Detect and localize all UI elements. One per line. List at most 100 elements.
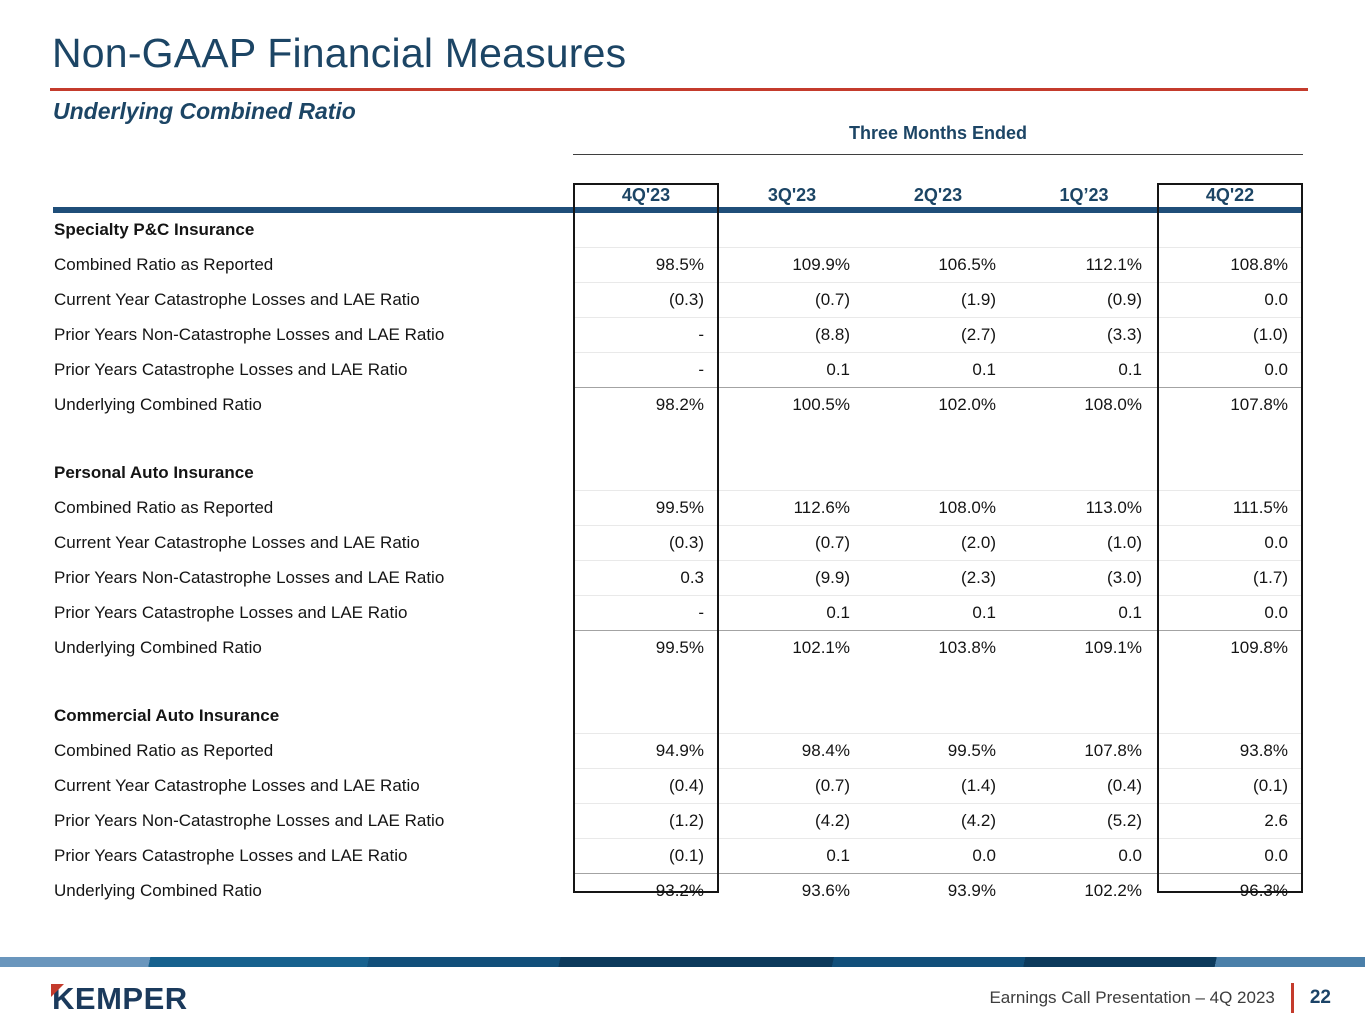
value-cell: 111.5% [1157, 491, 1303, 526]
section-spacer-cell [865, 665, 1011, 699]
value-cell: 0.0 [1157, 526, 1303, 561]
value-cell: 0.1 [865, 596, 1011, 631]
value-cell: (3.3) [1011, 318, 1157, 353]
footer-caption: Earnings Call Presentation – 4Q 2023 [989, 988, 1275, 1007]
row-label: Current Year Catastrophe Losses and LAE … [54, 290, 420, 309]
value-cell: - [573, 596, 719, 631]
total-row-label: Underlying Combined Ratio [54, 881, 262, 900]
value-cell: (2.7) [865, 318, 1011, 353]
value-cell: 100.5% [792, 395, 850, 414]
section-empty-cell [573, 456, 719, 491]
value-cell: 98.5% [573, 248, 719, 283]
value-cell: (4.2) [719, 804, 865, 839]
row-label: Current Year Catastrophe Losses and LAE … [54, 533, 420, 552]
footer-right-group: Earnings Call Presentation – 4Q 2023 22 [989, 982, 1331, 1014]
period-header-rule [573, 154, 1303, 155]
section-empty-cell [1011, 456, 1157, 491]
section-spacer-cell [1011, 665, 1157, 699]
value-cell: 99.5% [655, 638, 704, 657]
value-cell: (2.3) [865, 561, 1011, 596]
column-header: 1Q’23 [1059, 184, 1109, 205]
section-spacer-cell [1011, 422, 1157, 456]
section-spacer-cell [865, 422, 1011, 456]
value-cell: (5.2) [1011, 804, 1157, 839]
value-cell: (9.9) [719, 561, 865, 596]
footer-accent-bar [0, 957, 1365, 967]
title-underline-rule [50, 88, 1308, 91]
value-cell: 109.8% [1230, 638, 1288, 657]
value-cell: 98.4% [719, 734, 865, 769]
kemper-logo: KEMPER [51, 981, 188, 1017]
value-cell: 93.8% [1157, 734, 1303, 769]
value-cell: 112.6% [719, 491, 865, 526]
section-empty-cell [573, 699, 719, 734]
value-cell: (1.7) [1157, 561, 1303, 596]
section-spacer-label [53, 422, 573, 456]
section-empty-cell [1157, 213, 1303, 248]
value-cell: (0.7) [719, 769, 865, 804]
section-empty-cell [1011, 213, 1157, 248]
page-title: Non-GAAP Financial Measures [52, 30, 627, 76]
value-cell: 0.0 [865, 839, 1011, 874]
slide-subtitle: Underlying Combined Ratio [53, 98, 356, 124]
row-label: Current Year Catastrophe Losses and LAE … [54, 776, 420, 795]
page-number: 22 [1309, 987, 1331, 1008]
column-header: 3Q'23 [767, 184, 817, 205]
value-cell: (0.9) [1011, 283, 1157, 318]
value-cell: 108.8% [1157, 248, 1303, 283]
value-cell: 0.0 [1157, 353, 1303, 388]
section-spacer-cell [1157, 665, 1303, 699]
value-cell: 109.9% [719, 248, 865, 283]
section-empty-cell [573, 213, 719, 248]
section-spacer-cell [719, 422, 865, 456]
value-cell: 0.1 [1011, 353, 1157, 388]
value-cell: (4.2) [865, 804, 1011, 839]
section-empty-cell [1157, 456, 1303, 491]
value-cell: 108.0% [1084, 395, 1142, 414]
value-cell: (2.0) [865, 526, 1011, 561]
value-cell: (0.4) [573, 769, 719, 804]
value-cell: 102.1% [792, 638, 850, 657]
value-cell: (1.2) [573, 804, 719, 839]
value-cell: 0.0 [1157, 839, 1303, 874]
row-label: Combined Ratio as Reported [54, 255, 274, 274]
section-empty-cell [865, 456, 1011, 491]
column-header: 4Q'22 [1205, 184, 1255, 205]
value-cell: (0.7) [719, 283, 865, 318]
value-cell: 102.0% [938, 395, 996, 414]
value-cell: (0.1) [1157, 769, 1303, 804]
section-empty-cell [865, 213, 1011, 248]
section-spacer-cell [1157, 422, 1303, 456]
value-cell: (0.3) [573, 526, 719, 561]
value-cell: 106.5% [865, 248, 1011, 283]
value-cell: 0.1 [719, 596, 865, 631]
section-title: Commercial Auto Insurance [54, 706, 280, 725]
column-header: 2Q'23 [913, 184, 963, 205]
value-cell: 109.1% [1084, 638, 1142, 657]
row-label: Prior Years Catastrophe Losses and LAE R… [54, 360, 408, 379]
row-label: Prior Years Non-Catastrophe Losses and L… [54, 811, 445, 830]
value-cell: - [573, 353, 719, 388]
section-empty-cell [719, 213, 865, 248]
value-cell: - [573, 318, 719, 353]
row-label: Prior Years Non-Catastrophe Losses and L… [54, 325, 445, 344]
section-empty-cell [719, 456, 865, 491]
underlying-combined-ratio-table: 4Q'23 3Q'23 2Q'23 1Q’23 4Q'22 Specialty P&C I… [53, 183, 1303, 900]
value-cell: 93.2% [655, 881, 704, 900]
value-cell: (0.4) [1011, 769, 1157, 804]
value-cell: 99.5% [865, 734, 1011, 769]
value-cell: 0.0 [1011, 839, 1157, 874]
value-cell: 0.0 [1157, 283, 1303, 318]
value-cell: 108.0% [865, 491, 1011, 526]
value-cell: 0.1 [719, 839, 865, 874]
section-spacer-cell [719, 665, 865, 699]
value-cell: 0.3 [573, 561, 719, 596]
section-empty-cell [1157, 699, 1303, 734]
total-row-label: Underlying Combined Ratio [54, 395, 262, 414]
value-cell: 96.3% [1239, 881, 1288, 900]
value-cell: (0.3) [573, 283, 719, 318]
row-label: Prior Years Catastrophe Losses and LAE R… [54, 846, 408, 865]
value-cell: (1.0) [1157, 318, 1303, 353]
value-cell: (0.7) [719, 526, 865, 561]
value-cell: (3.0) [1011, 561, 1157, 596]
